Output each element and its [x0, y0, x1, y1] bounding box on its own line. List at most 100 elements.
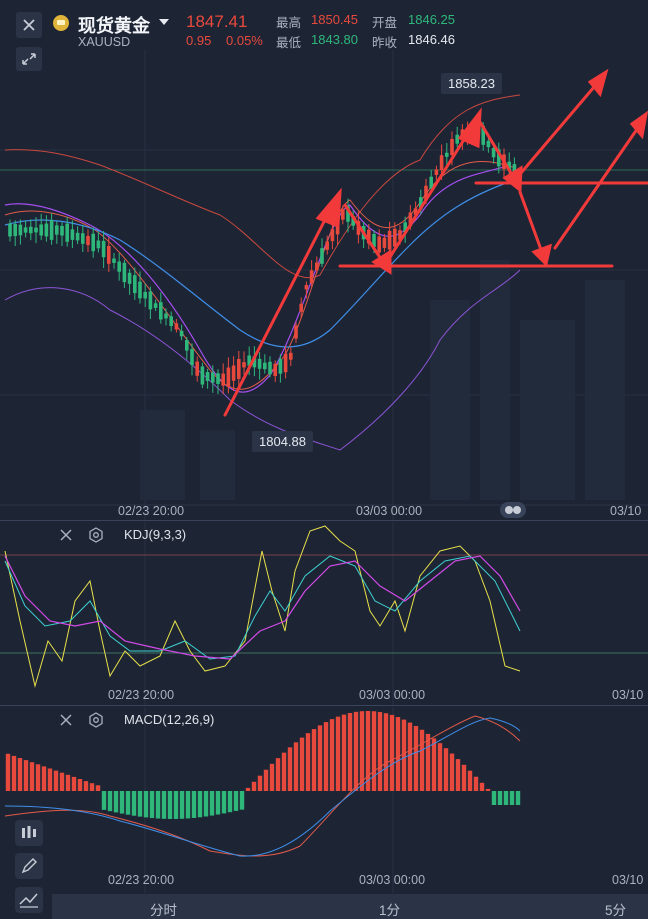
macd-bar [89, 783, 95, 791]
candle-body [413, 208, 418, 215]
candle-body [127, 272, 132, 284]
low-value: 1843.80 [311, 32, 358, 47]
pencil-icon [21, 858, 37, 874]
max-price-tag: 1858.23 [441, 73, 502, 94]
candle-body [387, 230, 392, 250]
macd-settings-icon[interactable] [88, 712, 104, 728]
separator-kdj [0, 520, 648, 521]
candle-body [190, 349, 194, 365]
macd-bar [323, 722, 329, 791]
indicator-tool-button[interactable] [15, 887, 43, 913]
macd-bar [125, 791, 131, 815]
macd-close-icon[interactable] [58, 712, 74, 728]
candle-body [65, 223, 69, 242]
macd-bar [377, 712, 383, 791]
candle-body [18, 224, 23, 236]
low-label: 最低 [276, 36, 302, 50]
macd-bar [173, 791, 179, 819]
timeframe-tab-1[interactable]: 分时 [150, 903, 177, 918]
macd-bar [245, 787, 251, 791]
candle-body [372, 233, 376, 248]
candle-body [434, 169, 439, 175]
macd-bar [155, 791, 161, 819]
candle-body [55, 225, 59, 235]
macd-bar [107, 791, 113, 812]
expand-button[interactable] [16, 47, 42, 71]
macd-bar [65, 774, 71, 791]
instrument-code: XAUUSD [78, 35, 131, 49]
macd-bar [35, 764, 41, 791]
candle-body [205, 372, 210, 381]
instrument-name[interactable]: 现货黄金 [78, 16, 150, 36]
macd-bar [149, 791, 155, 819]
candle-body [283, 353, 288, 373]
macd-bar [509, 791, 515, 805]
candle-body [419, 197, 423, 210]
timeframe-tab-3[interactable]: 5分 [605, 903, 627, 918]
macd-bar [269, 763, 275, 791]
candle-body [273, 363, 277, 376]
macd-bar [431, 738, 437, 791]
timeframe-tab-2[interactable]: 1分 [379, 903, 401, 918]
kdj-settings-icon[interactable] [88, 527, 104, 543]
macd-bar [413, 725, 419, 791]
toggle-button[interactable] [500, 502, 526, 518]
background-texture [140, 260, 625, 500]
candlestick-tool-button[interactable] [15, 820, 43, 846]
kdj-close-icon[interactable] [58, 527, 74, 543]
candle-body [138, 281, 142, 299]
candle-body [491, 148, 496, 158]
candle-body [60, 225, 64, 236]
macd-chart [4, 711, 521, 857]
candle-body [96, 240, 101, 249]
candle-body [195, 361, 199, 376]
open-value: 1846.25 [408, 12, 455, 27]
caret-down-icon[interactable] [159, 18, 169, 26]
candle-body [263, 362, 267, 370]
macd-bar [257, 775, 263, 791]
high-label: 最高 [276, 16, 302, 30]
candle-body [424, 185, 428, 201]
candle-body [403, 222, 407, 233]
kdj-k-line [4, 555, 521, 660]
kdj-x-label-1: 02/23 20:00 [108, 688, 175, 702]
macd-bar [515, 791, 521, 805]
candle-body [398, 230, 402, 240]
macd-bar [119, 791, 125, 814]
macd-bar [185, 791, 191, 819]
macd-bar [497, 791, 503, 805]
min-price-tag: 1804.88 [252, 431, 313, 452]
candle-body [29, 226, 33, 234]
macd-x-label-1: 02/23 20:00 [108, 873, 175, 887]
candle-body [367, 229, 371, 244]
macd-bar [161, 791, 167, 819]
close-button[interactable] [16, 12, 42, 38]
macd-bar [383, 713, 389, 791]
trend-annotations [223, 68, 648, 417]
candle-body [351, 216, 355, 226]
macd-bar [467, 770, 473, 791]
macd-bar [275, 758, 281, 791]
candle-body [34, 227, 38, 233]
candle-body [81, 233, 85, 244]
candle-body [257, 358, 262, 369]
macd-bar [47, 768, 53, 791]
macd-histogram [5, 711, 521, 819]
draw-tool-button[interactable] [15, 853, 43, 879]
candle-body [122, 262, 127, 283]
macd-bar [347, 713, 353, 791]
candle-body [133, 275, 137, 294]
macd-bar [401, 719, 407, 791]
macd-x-label-3: 03/10 [612, 873, 644, 887]
candle-body [486, 140, 491, 148]
macd-bar [479, 782, 485, 791]
kdj-x-label-2: 03/03 00:00 [359, 688, 426, 702]
macd-bar [317, 725, 323, 791]
close-icon [23, 19, 35, 31]
candle-body [117, 261, 121, 272]
candle-body [174, 323, 179, 330]
quote-header: 现货黄金 XAUUSD 1847.41 0.95 0.05% 最高 1850.4… [0, 0, 648, 50]
open-label: 开盘 [372, 16, 398, 30]
macd-bar [341, 714, 347, 791]
